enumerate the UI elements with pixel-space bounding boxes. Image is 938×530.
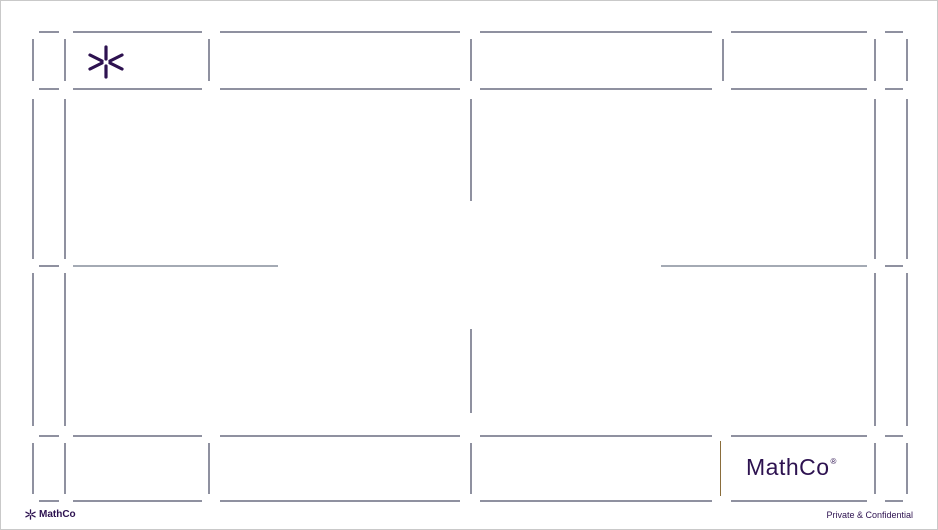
- confidential-label: Private & Confidential: [826, 510, 913, 520]
- footer-asterisk-icon: [25, 509, 36, 520]
- footer-logo-text: MathCo: [39, 509, 76, 520]
- mathco-logo: MathCo®: [746, 454, 837, 481]
- footer-logo: MathCo: [25, 509, 76, 520]
- brand-divider: [720, 441, 721, 496]
- asterisk-icon: [88, 45, 124, 79]
- registered-mark: ®: [830, 457, 837, 466]
- mathco-logo-text: MathCo: [746, 454, 830, 480]
